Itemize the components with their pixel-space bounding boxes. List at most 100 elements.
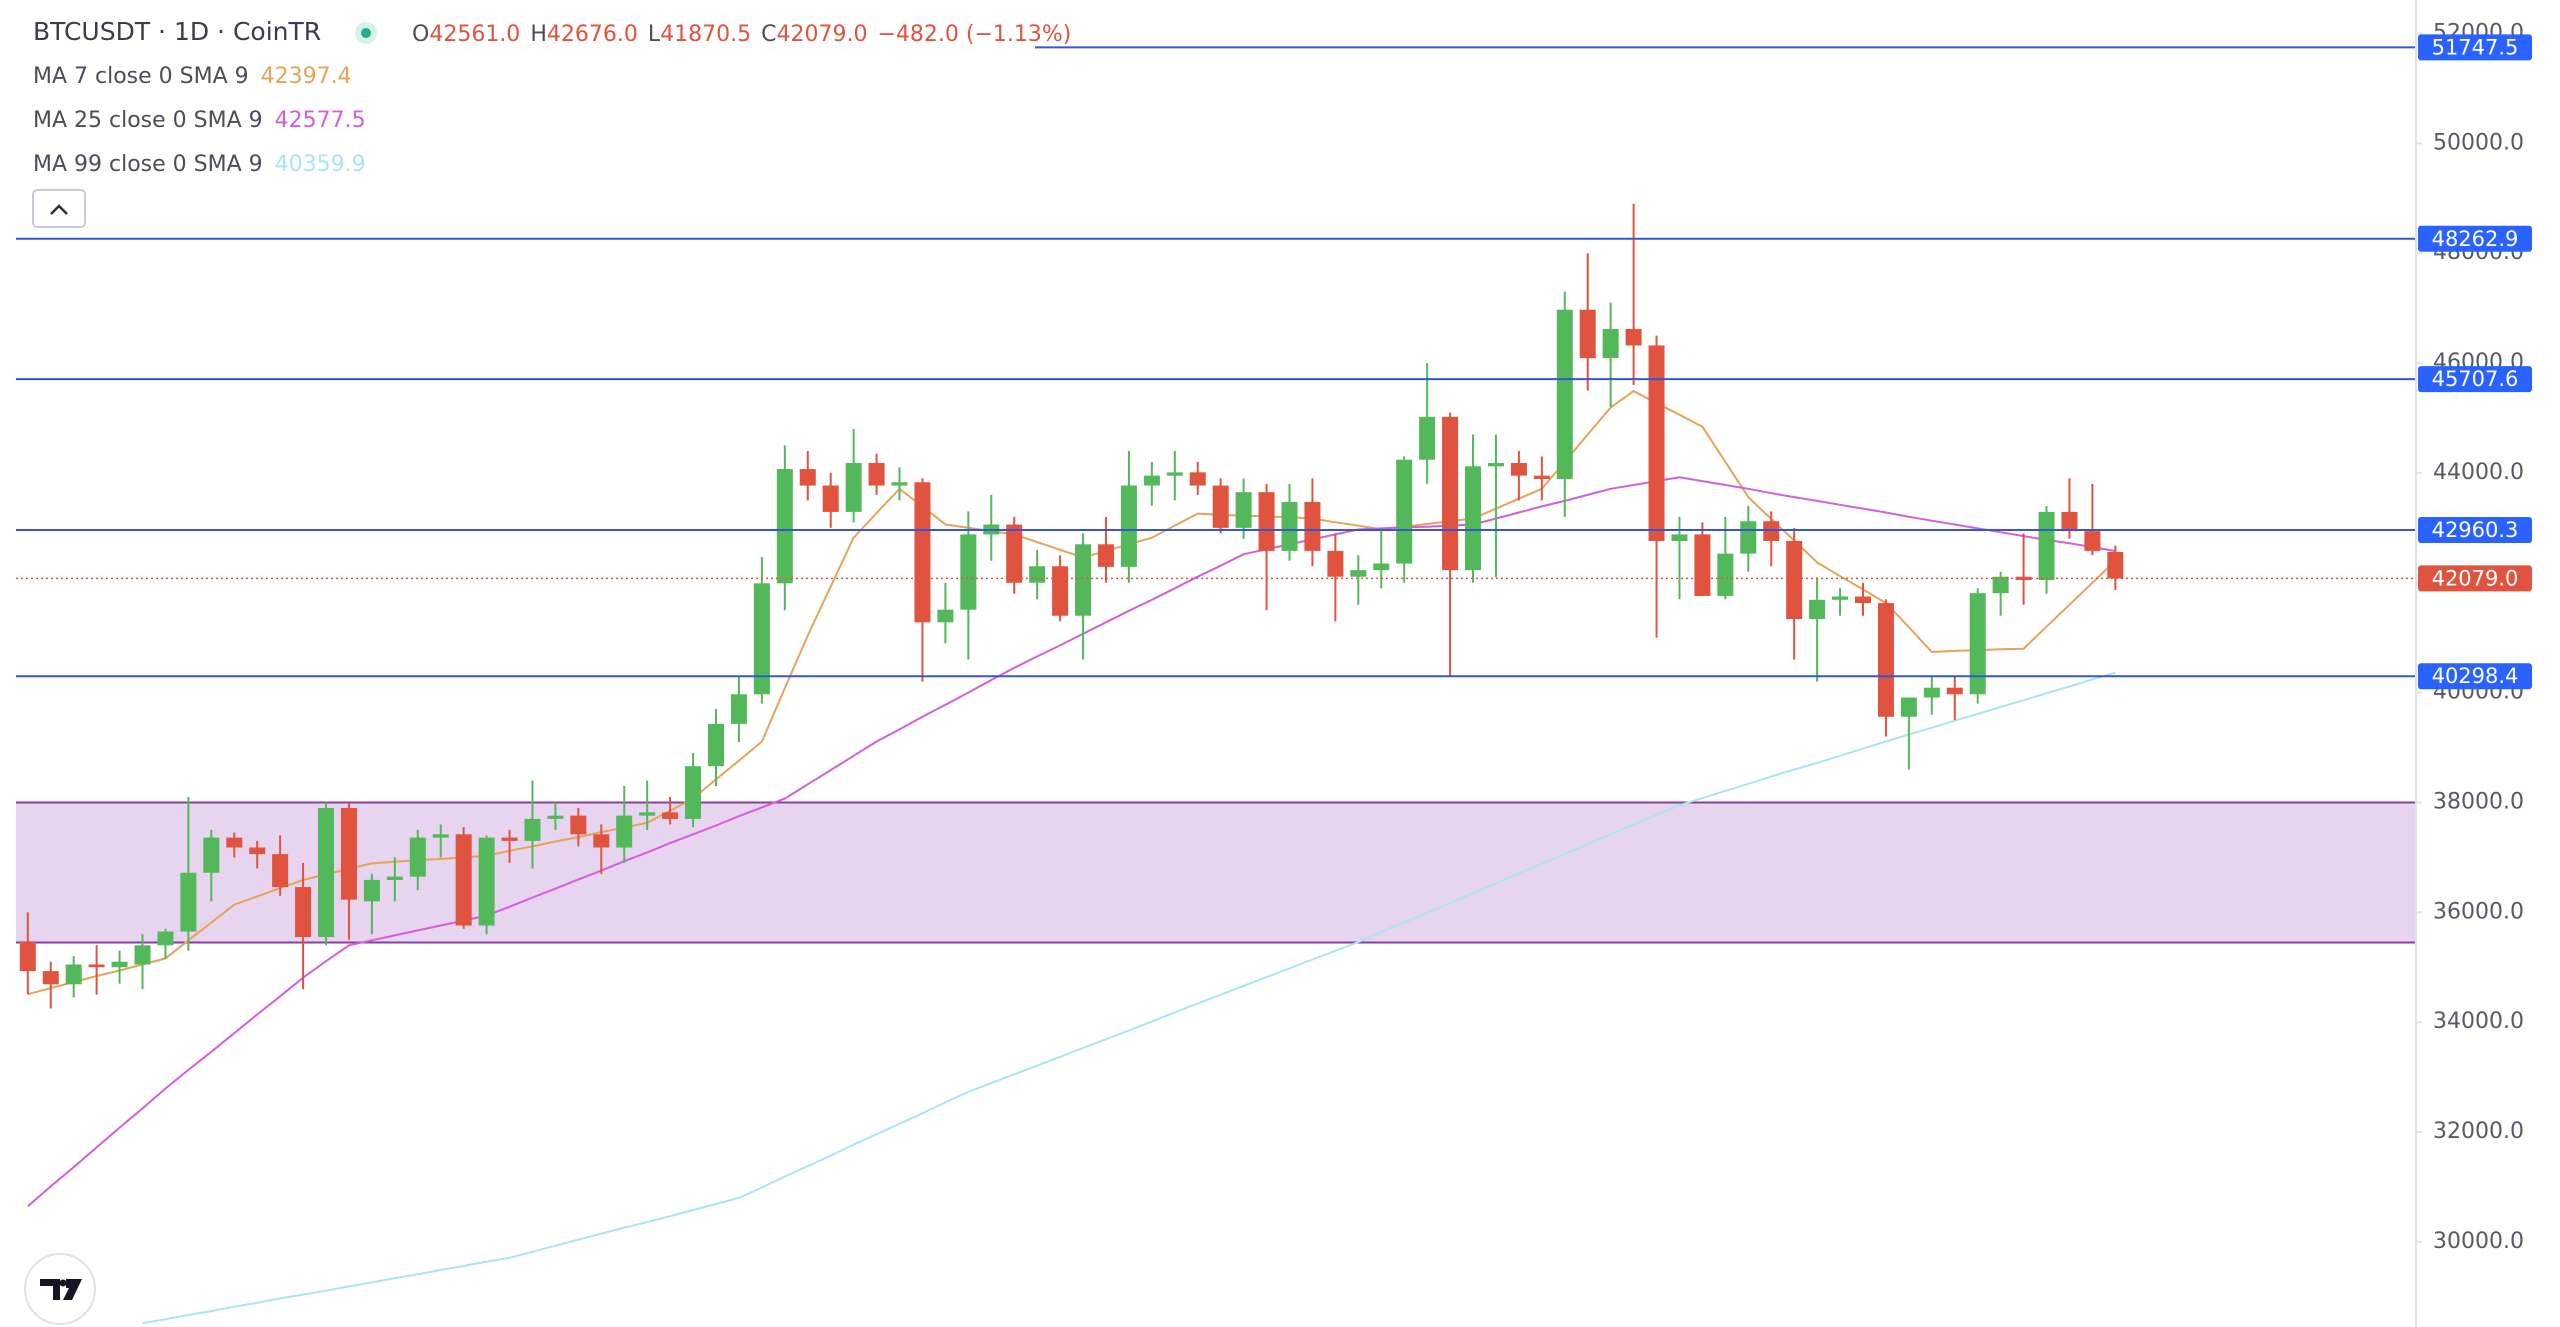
candle-body: [1969, 593, 1986, 695]
ohlc-prefix: O: [412, 22, 429, 47]
candle-body: [1120, 485, 1137, 567]
candle-body: [1694, 534, 1711, 596]
candle-body: [1533, 475, 1550, 479]
candle-body: [501, 837, 518, 841]
candle-body: [2084, 531, 2101, 551]
level-label-box: [2418, 663, 2532, 690]
logo-mark[interactable]: [40, 1279, 82, 1300]
candle-body: [1006, 524, 1023, 583]
legend-value: 42577.5: [275, 108, 366, 133]
candle-body: [1304, 502, 1321, 551]
candle-body: [1992, 576, 2009, 594]
candle-body: [478, 837, 495, 926]
candle-body: [937, 609, 954, 623]
candle-body: [1396, 459, 1413, 564]
candle-body: [134, 945, 151, 965]
level-label: 48262.9: [2432, 227, 2519, 251]
legend-name: MA 99 close 0 SMA 9: [33, 152, 263, 177]
candle-body: [1373, 563, 1390, 571]
candle-body: [1556, 309, 1573, 479]
candle-body: [822, 485, 839, 512]
candle-body: [1786, 541, 1803, 620]
logo-dot[interactable]: [59, 1279, 67, 1287]
candle-body: [1625, 329, 1642, 346]
candle-body: [2038, 511, 2055, 581]
candle-body: [1900, 697, 1917, 717]
legend-name: MA 7 close 0 SMA 9: [33, 64, 249, 89]
candle-body: [616, 815, 633, 848]
candle-body: [1671, 534, 1688, 542]
level-label: 45707.6: [2432, 367, 2519, 391]
candle-body: [1832, 596, 1849, 600]
candle-body: [1235, 492, 1252, 528]
candle-body: [180, 872, 197, 932]
candle-body: [318, 807, 335, 938]
y-tick-label: 38000.0: [2433, 789, 2524, 814]
candle-body: [88, 964, 105, 968]
candle-body: [1763, 521, 1780, 542]
level-label: 40298.4: [2432, 664, 2519, 688]
candle-body: [249, 847, 266, 855]
y-tick-label: 32000.0: [2433, 1119, 2524, 1144]
status-dot: [361, 28, 371, 38]
plot-area: [16, 46, 2416, 1325]
candle-body: [845, 463, 862, 512]
candle-body: [685, 766, 702, 819]
legend-entry: MA 99 close 0 SMA 9 40359.9: [33, 152, 366, 177]
candle-body: [363, 879, 380, 902]
candle-body: [730, 694, 747, 724]
level-label-box: [2418, 34, 2532, 61]
candle-body: [1143, 475, 1160, 486]
level-label-box: [2418, 225, 2532, 252]
candle-body: [1923, 687, 1940, 698]
candle-body: [272, 854, 289, 888]
candle-body: [1350, 570, 1367, 577]
candle-body: [65, 964, 82, 985]
candle-body: [1258, 492, 1275, 551]
candle-body: [157, 931, 174, 946]
ohlc-prefix: L: [648, 22, 661, 47]
candle-body: [1029, 566, 1046, 583]
candle-body: [1465, 466, 1482, 571]
candle-body: [1419, 416, 1436, 460]
candle-body: [1212, 485, 1229, 528]
candle-body: [1281, 502, 1298, 551]
button-frame[interactable]: [32, 189, 86, 228]
candle-body: [2107, 551, 2124, 579]
ohlc-value: 41870.5: [660, 22, 751, 47]
candle-body: [1442, 416, 1459, 571]
candle-body: [340, 807, 357, 900]
last-price-box: [2418, 565, 2532, 592]
candle-body: [1648, 345, 1665, 542]
legend-value: 40359.9: [275, 152, 366, 177]
header: BTCUSDT · 1D · CoinTR O42561.0 H42676.0 L41…: [33, 17, 1071, 177]
candle-body: [1052, 566, 1069, 616]
change-value: −482.0 (−1.13%): [877, 22, 1071, 47]
legend-entry: MA 25 close 0 SMA 9 42577.5: [33, 108, 366, 133]
candle-body: [455, 834, 472, 926]
ohlc-prefix: H: [530, 22, 547, 47]
legend-entry: MA 7 close 0 SMA 9 42397.4: [33, 64, 352, 89]
candle-body: [1075, 544, 1092, 616]
price-labels: 51747.5 48262.9 45707.6 42960.3 40298.4 42079…: [2418, 34, 2532, 690]
candle-body: [593, 834, 610, 848]
collapse-button[interactable]: [32, 189, 86, 228]
candle-body: [409, 837, 426, 877]
level-label: 42960.3: [2432, 518, 2519, 542]
candle-body: [547, 815, 564, 819]
candle-body: [1510, 463, 1527, 476]
y-tick-label: 44000.0: [2433, 460, 2524, 485]
candle-body: [914, 482, 931, 623]
candle-body: [1097, 544, 1114, 567]
candle-body: [639, 812, 656, 816]
candle-body: [226, 837, 243, 848]
candle-body: [960, 534, 977, 610]
logo[interactable]: [24, 1253, 96, 1325]
candle-body: [111, 961, 128, 968]
candle-body: [1579, 309, 1596, 359]
y-tick-label: 30000.0: [2433, 1229, 2524, 1254]
candle-body: [432, 834, 449, 838]
candle-body: [524, 818, 541, 841]
ohlc-value: 42676.0: [547, 22, 638, 47]
chevron-icon[interactable]: [50, 204, 68, 215]
